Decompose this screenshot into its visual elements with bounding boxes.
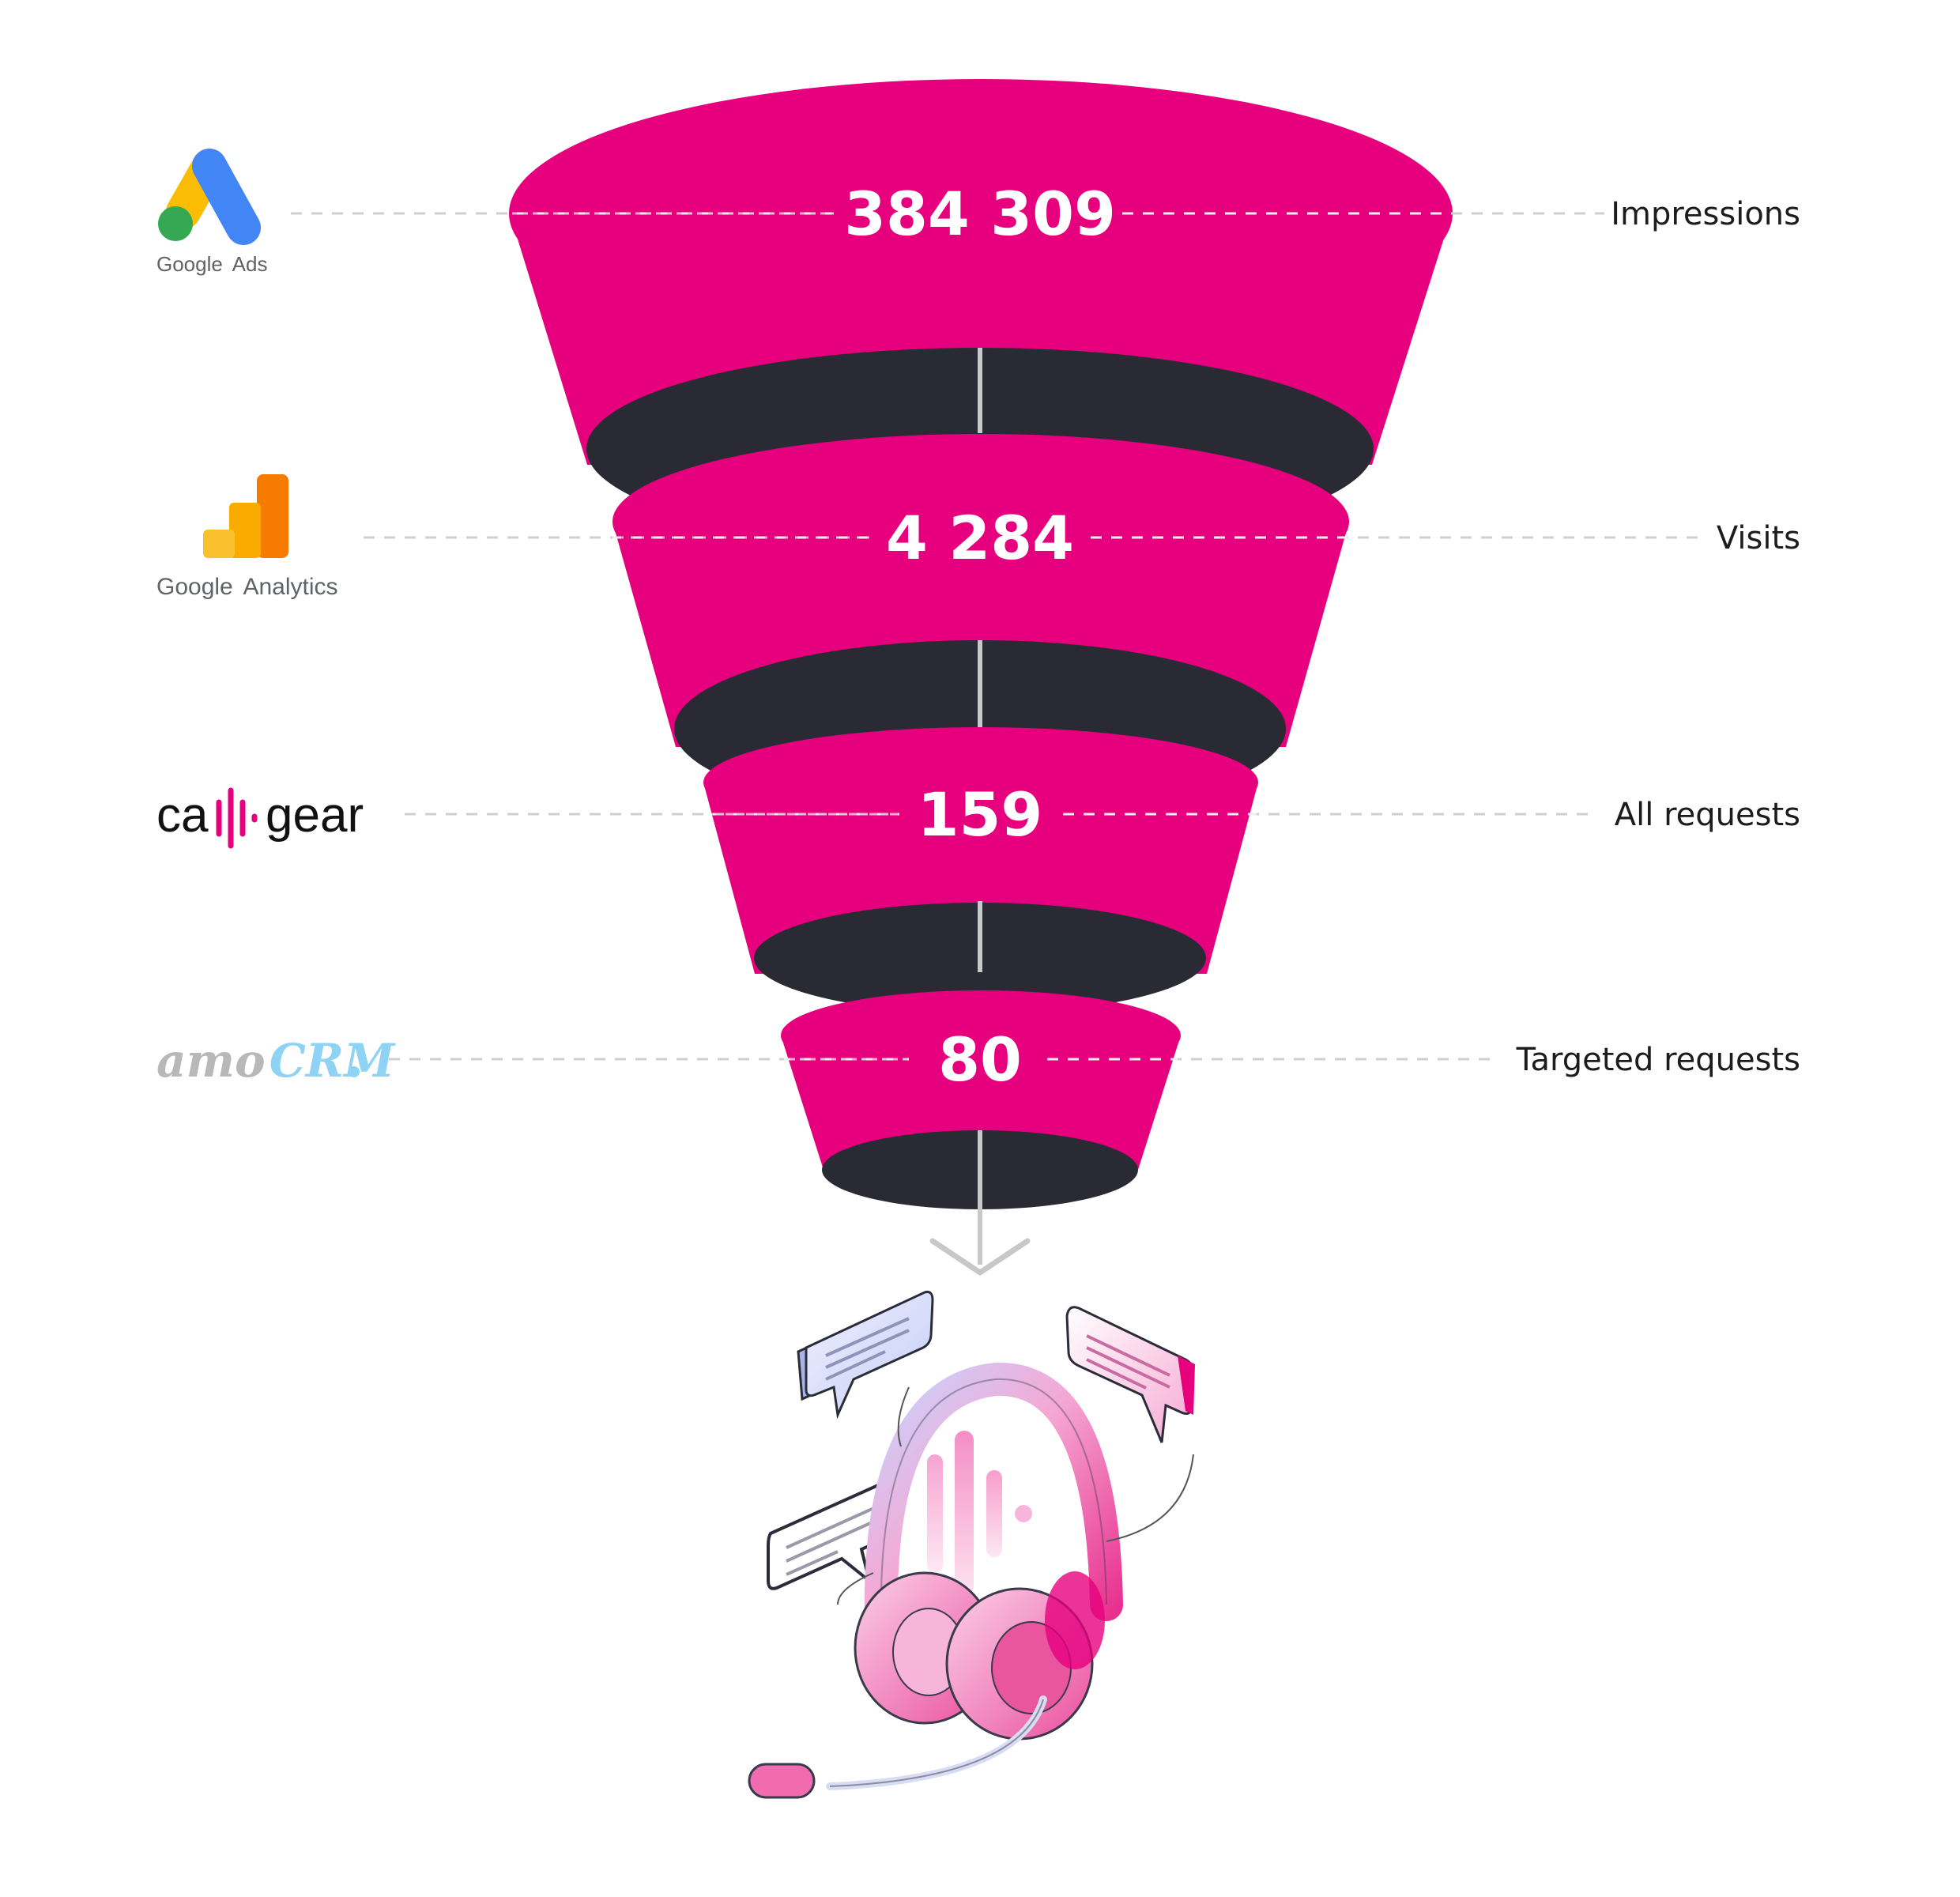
stage-label-all-requests: All requests	[1615, 797, 1800, 833]
google-ads-logo: Google Ads	[156, 149, 267, 276]
callgear-wave-icon	[216, 787, 258, 849]
amocrm-part2: CRM	[270, 1034, 396, 1088]
svg-text:Google Analytics: Google Analytics	[156, 574, 337, 600]
funnel-segment-4	[781, 990, 1181, 1209]
google-ads-icon	[158, 149, 261, 245]
amocrm-dot	[349, 1066, 360, 1077]
amocrm-part1: amo	[156, 1034, 266, 1088]
stage-label-impressions: Impressions	[1611, 196, 1800, 232]
google-ads-word1: Google	[156, 252, 223, 276]
sound-wave-icon	[927, 1431, 1032, 1597]
headset-with-chat-bubbles-icon	[748, 1291, 1195, 1799]
svg-text:Google Ads: Google Ads	[156, 252, 267, 276]
stage-label-visits: Visits	[1717, 520, 1800, 556]
stage-label-targeted-requests: Targeted requests	[1516, 1042, 1800, 1078]
google-ads-word2: Ads	[232, 252, 268, 276]
google-analytics-icon	[203, 474, 288, 558]
callgear-part2: gear	[266, 788, 364, 843]
funnel-value-all-requests: 159	[918, 779, 1043, 850]
funnel-value-targeted-requests: 80	[938, 1024, 1022, 1095]
amocrm-logo: amo CRM	[156, 1034, 396, 1088]
down-arrow-icon	[929, 1238, 1031, 1276]
google-analytics-word2: Analytics	[243, 574, 337, 600]
google-analytics-logo: Google Analytics	[156, 474, 337, 600]
chat-bubble-blue-icon	[797, 1291, 934, 1420]
svg-text:amo CRM: amo CRM	[156, 1034, 396, 1088]
google-analytics-word1: Google	[156, 574, 233, 600]
callgear-part1: ca	[156, 788, 209, 843]
chat-bubble-pink-icon	[1065, 1306, 1195, 1443]
funnel-value-visits: 4 284	[886, 503, 1074, 573]
microphone-icon	[748, 1763, 816, 1799]
funnel-value-impressions: 384 309	[844, 179, 1116, 249]
callgear-logo: ca gear	[156, 787, 364, 849]
